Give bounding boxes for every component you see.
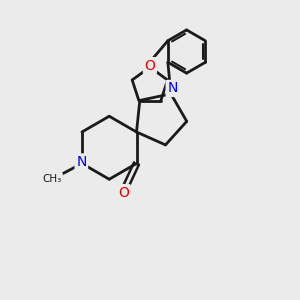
- Text: O: O: [144, 58, 155, 73]
- Text: N: N: [167, 81, 178, 95]
- Text: CH₃: CH₃: [42, 173, 62, 184]
- Text: O: O: [118, 186, 129, 200]
- Text: N: N: [76, 155, 86, 169]
